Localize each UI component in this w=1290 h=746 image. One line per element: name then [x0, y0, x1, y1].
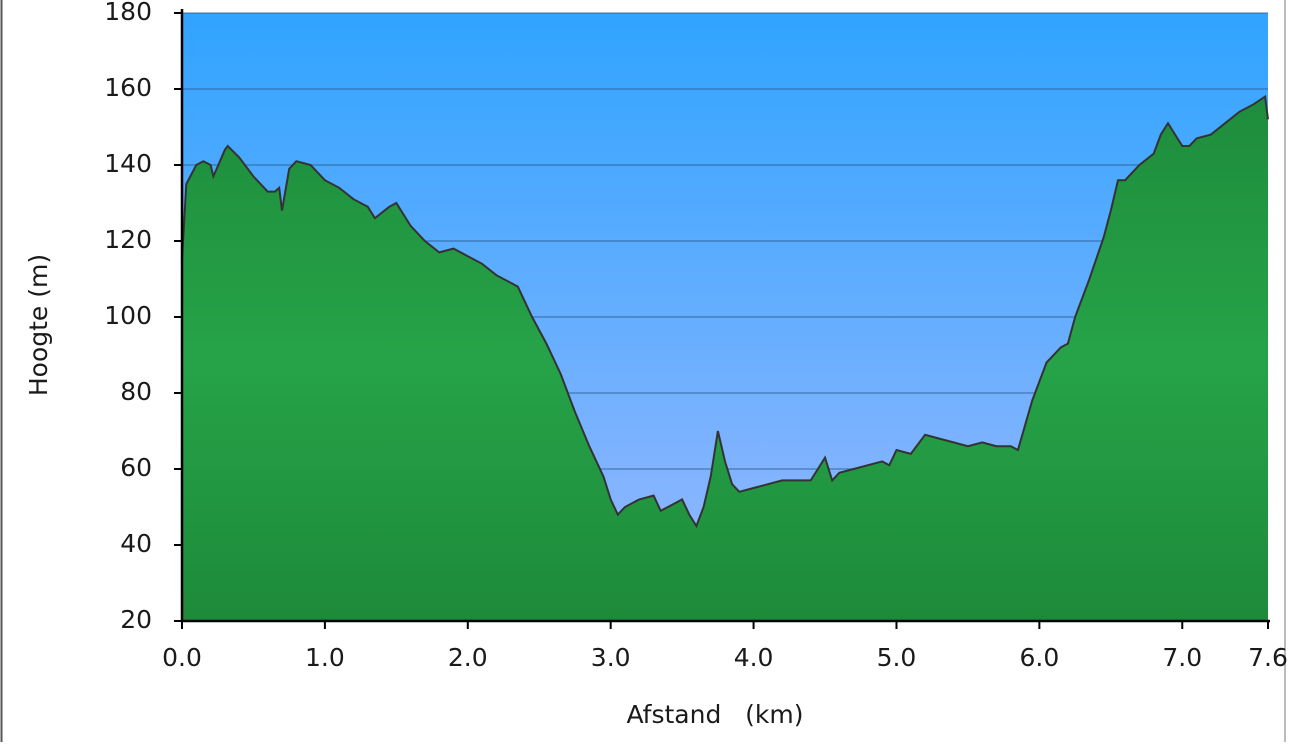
x-tick-label: 3.0	[591, 643, 631, 672]
x-tick-label: 1.0	[305, 643, 345, 672]
y-tick-label: 20	[120, 605, 152, 634]
y-axis-label: Hoogte (m)	[24, 254, 53, 396]
x-tick-label: 2.0	[448, 643, 488, 672]
elevation-area	[182, 96, 1268, 622]
x-tick-label: 0.0	[162, 643, 202, 672]
y-tick-label: 140	[104, 149, 152, 178]
y-tick-label: 100	[104, 301, 152, 330]
x-tick-label: 6.0	[1019, 643, 1059, 672]
x-tick-label: 7.6	[1248, 643, 1288, 672]
y-tick-label: 40	[120, 529, 152, 558]
x-tick-label: 7.0	[1162, 643, 1202, 672]
y-tick-label: 180	[104, 0, 152, 26]
y-tick-label: 80	[120, 377, 152, 406]
y-tick-label: 160	[104, 73, 152, 102]
x-tick-label: 4.0	[734, 643, 774, 672]
x-axis-label: Afstand (km)	[626, 700, 803, 729]
y-tick-label: 60	[120, 453, 152, 482]
y-tick-label: 120	[104, 225, 152, 254]
x-tick-label: 5.0	[877, 643, 917, 672]
elevation-line	[181, 94, 1269, 529]
